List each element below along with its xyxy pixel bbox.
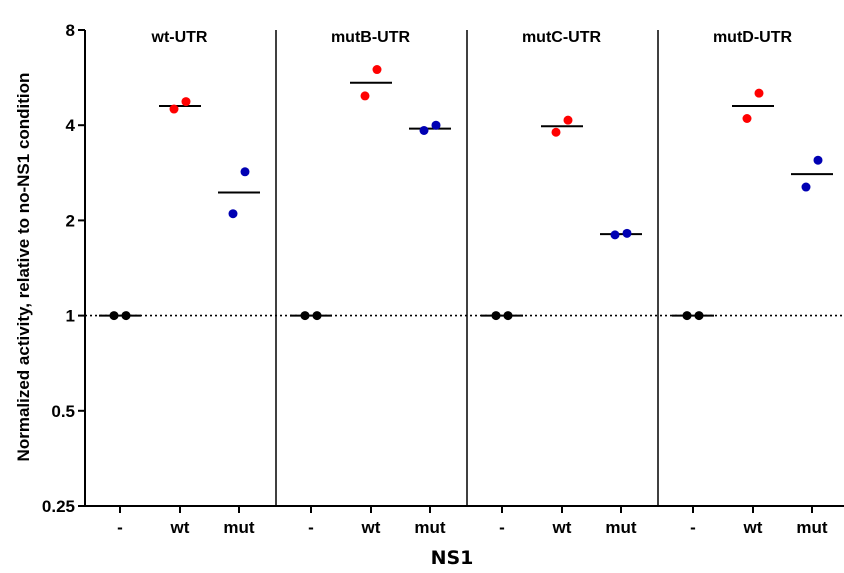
panel-title: wt-UTR <box>151 29 208 46</box>
x-axis: - wt mut - wt mut - wt mut - wt mut <box>85 505 844 537</box>
data-point <box>240 167 250 177</box>
panel-title: mutC-UTR <box>522 29 602 46</box>
x-tick-label: - <box>308 518 314 537</box>
data-point <box>419 125 429 135</box>
data-point <box>551 127 561 137</box>
y-tick-label: 4 <box>66 116 76 135</box>
x-tick-label: - <box>117 518 123 537</box>
x-tick-label: mut <box>796 518 828 537</box>
x-tick-label: wt <box>361 518 381 537</box>
data-point <box>228 209 238 219</box>
data-point <box>169 104 179 114</box>
data-point <box>801 182 811 192</box>
data-point <box>563 115 573 125</box>
data-point <box>372 65 382 75</box>
x-tick-label: mut <box>223 518 255 537</box>
panel: mutB-UTR <box>275 29 451 506</box>
data-point <box>813 155 823 165</box>
data-point <box>503 311 513 321</box>
y-tick-label: 0.25 <box>42 497 75 516</box>
panel-title: mutB-UTR <box>331 29 411 46</box>
panel-title: mutD-UTR <box>713 29 793 46</box>
panel: wt-UTR <box>99 29 260 321</box>
panel: mutD-UTR <box>657 29 833 506</box>
x-tick-label: wt <box>743 518 763 537</box>
data-point <box>300 311 310 321</box>
y-axis: 0.25 0.5 1 2 4 8 <box>42 21 86 516</box>
x-tick-label: - <box>499 518 505 537</box>
panels-layer: wt-UTR mutB-UTR mutC-UTR mutD-UTR <box>99 29 833 506</box>
data-point <box>694 311 704 321</box>
y-tick-label: 2 <box>66 211 75 230</box>
data-point <box>622 228 632 238</box>
data-point <box>312 311 322 321</box>
x-tick-label: mut <box>605 518 637 537</box>
y-tick-label: 8 <box>66 21 75 40</box>
data-point <box>121 311 131 321</box>
x-tick-label: mut <box>414 518 446 537</box>
data-point <box>682 311 692 321</box>
x-tick-label: - <box>690 518 696 537</box>
x-tick-label: wt <box>170 518 190 537</box>
data-point <box>431 120 441 130</box>
data-point <box>754 88 764 98</box>
y-axis-title: Normalized activity, relative to no-NS1 … <box>14 73 33 462</box>
data-point <box>109 311 119 321</box>
data-point <box>491 311 501 321</box>
y-tick-label: 1 <box>66 307 75 326</box>
data-point <box>360 91 370 101</box>
data-point <box>181 97 191 107</box>
panel: mutC-UTR <box>466 29 642 506</box>
x-axis-title: NS1 <box>431 547 474 569</box>
y-tick-label: 0.5 <box>51 402 75 421</box>
data-point <box>742 113 752 123</box>
x-tick-label: wt <box>552 518 572 537</box>
data-point <box>610 230 620 240</box>
